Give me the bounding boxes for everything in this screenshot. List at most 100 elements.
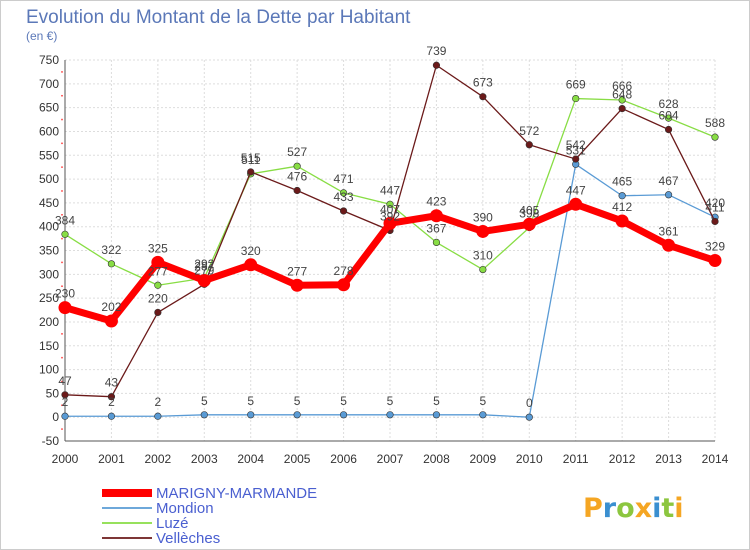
x-tick-label: 2009 [470,452,497,466]
data-point [429,209,443,223]
data-label: 279 [194,263,214,277]
legend-label: Vellèches [156,530,220,547]
data-point [476,224,490,238]
data-label: 320 [241,244,261,258]
data-label: 467 [659,174,679,188]
data-point [293,162,301,170]
data-label: 322 [101,243,121,257]
x-tick-label: 2014 [702,452,729,466]
y-tick-label: 500 [39,172,59,186]
x-tick-label: 2003 [191,452,218,466]
data-point [154,281,162,289]
data-point [664,114,673,122]
data-point [154,308,162,317]
data-point [711,133,719,141]
data-label: 471 [334,172,354,186]
data-label: 515 [241,151,261,165]
data-point [522,217,536,231]
y-tick-label: 0 [52,410,59,424]
data-label: 202 [101,300,121,314]
data-label: 527 [287,145,307,159]
data-point [290,278,304,292]
y-tick-label: -50 [42,434,60,448]
data-label: 277 [148,264,168,278]
axes: -500501001502002503003504004505005506006… [39,53,729,466]
data-point [383,216,397,230]
logo-letter: i [652,493,661,524]
data-label: 5 [387,394,394,408]
data-label: 43 [105,376,119,390]
data-label: 287 [194,260,214,274]
logo-letter: t [661,493,674,524]
data-point [339,207,348,215]
y-tick-label: 350 [39,244,59,258]
data-point [711,217,719,226]
y-tick-label: 400 [39,220,59,234]
data-point [107,412,116,420]
data-label: 398 [519,207,539,221]
data-point [337,278,351,292]
data-point [247,411,255,419]
data-point [664,191,673,199]
data-label: 292 [194,257,214,271]
legend-label: Mondion [156,500,214,517]
data-label: 604 [659,109,679,123]
x-tick-label: 2000 [52,452,79,466]
data-label: 277 [287,264,307,278]
y-tick-label: 100 [39,363,59,377]
data-point [58,301,72,315]
data-label: 2 [62,395,69,409]
data-point [479,265,487,274]
data-label: 278 [334,264,354,278]
data-label: 2 [108,395,115,409]
data-label: 420 [705,196,725,210]
data-label: 628 [659,97,679,111]
series [58,61,722,421]
x-tick-label: 2007 [377,452,404,466]
y-tick-label: 650 [39,101,59,115]
data-point [339,189,348,197]
data-point [244,258,258,272]
data-point [572,94,580,103]
data-label: 220 [148,291,168,305]
data-point [664,125,673,134]
data-label: 405 [519,203,539,217]
chart-title: Evolution du Montant de la Dette par Hab… [26,7,411,28]
y-tick-label: 200 [39,315,59,329]
data-label: 384 [55,213,75,227]
y-tick-label: 150 [39,339,59,353]
x-tick-label: 2010 [516,452,543,466]
y-tick-label: 300 [39,267,59,281]
data-point [569,197,583,211]
data-label: 0 [526,396,533,410]
data-label: 423 [426,195,446,209]
grid [64,59,716,442]
x-tick-label: 2012 [609,452,636,466]
data-point [200,411,208,419]
data-point [339,411,348,419]
x-tick-label: 2008 [423,452,450,466]
data-point [479,411,487,419]
data-label: 5 [340,394,347,408]
y-tick-label: 700 [39,77,59,91]
data-label: 5 [201,394,208,408]
x-tick-label: 2001 [98,452,125,466]
chart-subtitle: (en €) [26,29,57,43]
data-point [154,412,162,420]
data-point [432,411,441,419]
data-label: 47 [58,374,72,388]
data-label: 476 [287,169,307,183]
data-point [618,96,626,104]
data-label: 447 [380,183,400,197]
y-tick-label: 250 [39,291,59,305]
data-label: 310 [473,249,493,263]
data-label: 739 [426,44,446,58]
legend-label: Luzé [156,515,189,532]
y-tick-label: 600 [39,124,59,138]
data-point [293,186,301,195]
data-point [107,393,116,401]
logo-letter: x [635,493,652,524]
data-label: 367 [426,221,446,235]
data-label: 412 [612,200,632,214]
